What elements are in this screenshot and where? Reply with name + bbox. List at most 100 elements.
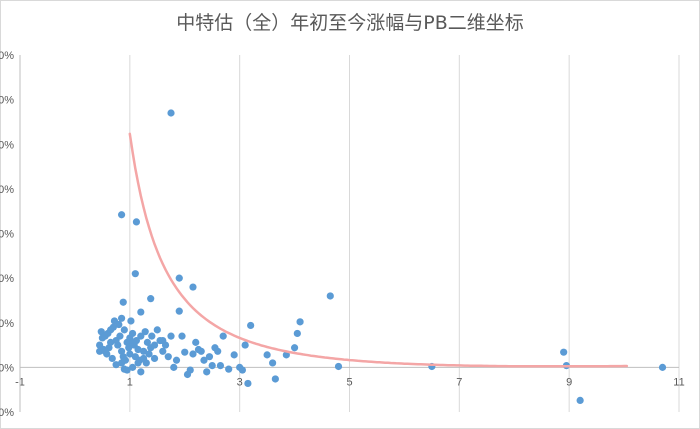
trendline xyxy=(128,132,629,368)
data-point xyxy=(247,321,255,330)
data-point xyxy=(271,375,279,383)
data-point xyxy=(230,351,238,359)
data-point xyxy=(282,351,290,359)
data-point xyxy=(175,274,183,282)
y-tick-label: 350.0% xyxy=(0,50,14,62)
data-point xyxy=(560,348,568,356)
data-point xyxy=(225,365,233,373)
data-point xyxy=(192,338,200,346)
data-point xyxy=(159,347,167,355)
chart-title: 中特估（全）年初至今涨幅与PB二维坐标 xyxy=(176,12,524,34)
data-point xyxy=(116,332,124,340)
data-point xyxy=(126,350,134,358)
data-point xyxy=(238,366,247,374)
data-point xyxy=(112,361,120,369)
data-point xyxy=(658,363,667,371)
data-point xyxy=(150,354,159,363)
data-point xyxy=(128,338,137,346)
data-point xyxy=(167,332,175,340)
data-point xyxy=(159,337,167,345)
data-point xyxy=(189,283,197,291)
data-point xyxy=(120,326,128,334)
y-tick-label: -50.0% xyxy=(0,407,14,419)
data-point xyxy=(117,314,126,322)
data-point xyxy=(147,295,155,303)
x-tick-label: 9 xyxy=(566,376,572,388)
y-tick-label: 250.0% xyxy=(0,139,14,151)
axis-layer: -11357911-50.0%0.0%50.0%100.0%150.0%200.… xyxy=(0,50,685,419)
data-point xyxy=(189,350,197,358)
data-point xyxy=(107,338,115,346)
trend-layer xyxy=(128,132,629,368)
data-point xyxy=(132,218,141,226)
x-tick-label: 7 xyxy=(456,376,462,388)
data-point xyxy=(115,320,123,329)
data-point xyxy=(137,332,145,340)
data-point xyxy=(167,109,175,117)
data-point xyxy=(178,332,186,340)
data-point xyxy=(117,211,126,219)
data-point xyxy=(263,351,271,359)
data-point xyxy=(172,356,181,364)
data-point xyxy=(134,359,142,367)
grid-layer xyxy=(129,55,680,412)
data-point xyxy=(108,354,116,363)
data-point xyxy=(145,350,153,358)
data-point xyxy=(181,348,189,356)
x-tick-label: 11 xyxy=(673,376,684,388)
y-tick-label: 100.0% xyxy=(0,273,14,285)
data-point xyxy=(244,379,252,388)
data-point xyxy=(127,317,135,325)
data-point xyxy=(576,396,584,404)
data-point xyxy=(203,368,211,376)
data-point xyxy=(125,344,133,352)
data-point xyxy=(208,361,216,370)
data-point xyxy=(200,356,208,364)
data-point xyxy=(194,345,203,354)
data-point xyxy=(123,366,131,374)
x-tick-label: 5 xyxy=(346,376,352,388)
data-point xyxy=(170,363,178,371)
data-point xyxy=(334,362,343,371)
y-tick-label: 300.0% xyxy=(0,95,14,107)
points-layer xyxy=(96,109,667,404)
x-tick-label: 1 xyxy=(127,376,133,388)
data-point xyxy=(128,329,137,338)
data-point xyxy=(137,368,145,376)
data-point xyxy=(164,353,172,361)
data-point xyxy=(141,328,149,336)
data-point xyxy=(107,326,115,334)
data-point xyxy=(150,341,159,349)
y-tick-label: 50.0% xyxy=(0,318,14,330)
data-point xyxy=(269,359,277,367)
data-point xyxy=(128,363,137,371)
y-tick-label: 0.0% xyxy=(0,362,14,374)
data-point xyxy=(121,356,130,364)
data-point xyxy=(101,347,109,355)
data-point xyxy=(175,307,183,315)
data-point xyxy=(139,347,148,355)
data-point xyxy=(186,366,194,374)
data-point xyxy=(205,353,214,361)
data-point xyxy=(119,298,127,306)
data-point xyxy=(293,329,301,338)
data-point xyxy=(216,361,225,370)
data-point xyxy=(241,341,249,349)
data-point xyxy=(137,308,145,316)
data-point xyxy=(290,344,299,352)
data-point xyxy=(153,326,161,334)
x-tick-label: 3 xyxy=(237,376,243,388)
data-point xyxy=(296,318,304,326)
y-tick-label: 150.0% xyxy=(0,229,14,241)
data-point xyxy=(139,354,148,363)
data-point xyxy=(131,270,139,278)
data-point xyxy=(143,338,152,346)
data-point xyxy=(326,292,334,300)
data-point xyxy=(134,345,142,354)
y-tick-label: 200.0% xyxy=(0,184,14,196)
data-point xyxy=(214,347,222,355)
data-point xyxy=(148,332,156,340)
data-point xyxy=(219,332,227,340)
data-point xyxy=(114,341,122,349)
